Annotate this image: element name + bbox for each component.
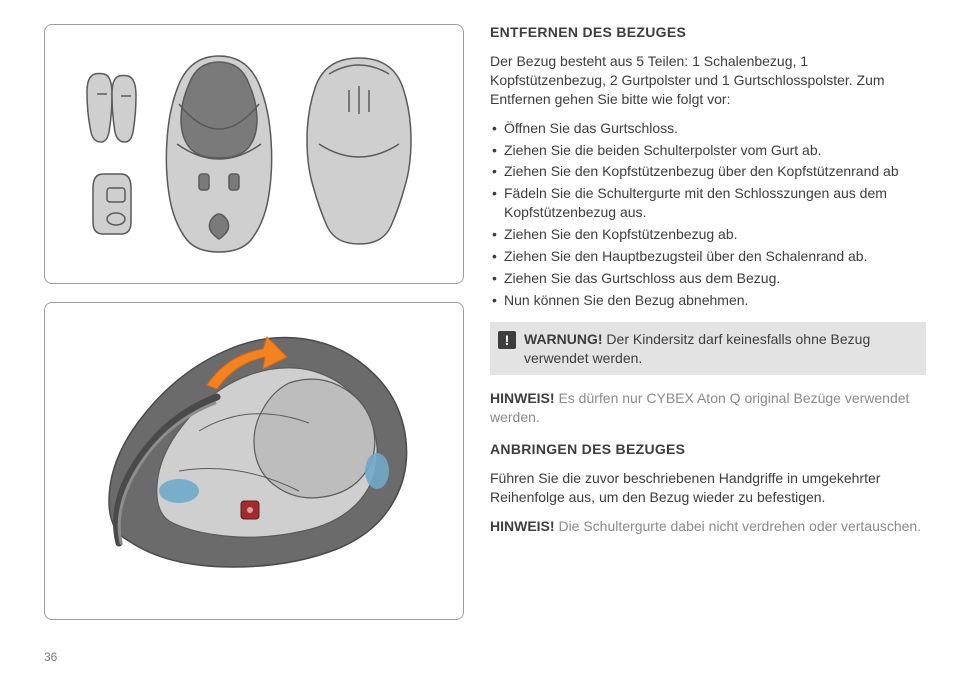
- step-item: Ziehen Sie den Kopfstützenbezug über den…: [490, 162, 926, 181]
- warning-box: ! WARNUNG! Der Kindersitz darf keinesfal…: [490, 322, 926, 376]
- section-title-remove: ENTFERNEN DES BEZUGES: [490, 24, 926, 40]
- step-item: Ziehen Sie das Gurtschloss aus dem Bezug…: [490, 269, 926, 288]
- steps-list: Öffnen Sie das Gurtschloss. Ziehen Sie d…: [490, 119, 926, 310]
- step-item: Ziehen Sie den Kopfstützenbezug ab.: [490, 225, 926, 244]
- note-1: HINWEIS! Es dürfen nur CYBEX Aton Q orig…: [490, 389, 926, 427]
- step-item: Ziehen Sie den Hauptbezugsteil über den …: [490, 247, 926, 266]
- note-2: HINWEIS! Die Schultergurte dabei nicht v…: [490, 517, 926, 536]
- figure-carseat-removal: [44, 302, 464, 620]
- step-item: Ziehen Sie die beiden Schulterpolster vo…: [490, 141, 926, 160]
- figure-cover-parts: [44, 24, 464, 284]
- page-number: 36: [44, 650, 57, 664]
- step-item: Nun können Sie den Bezug abnehmen.: [490, 291, 926, 310]
- section-title-attach: ANBRINGEN DES BEZUGES: [490, 441, 926, 457]
- warning-text: WARNUNG! Der Kindersitz darf keinesfalls…: [524, 330, 916, 368]
- warning-icon: !: [498, 331, 516, 349]
- step-item: Öffnen Sie das Gurtschloss.: [490, 119, 926, 138]
- attach-paragraph: Führen Sie die zuvor beschriebenen Handg…: [490, 469, 926, 507]
- step-item: Fädeln Sie die Schultergurte mit den Sch…: [490, 184, 926, 222]
- intro-paragraph: Der Bezug besteht aus 5 Teilen: 1 Schale…: [490, 52, 926, 109]
